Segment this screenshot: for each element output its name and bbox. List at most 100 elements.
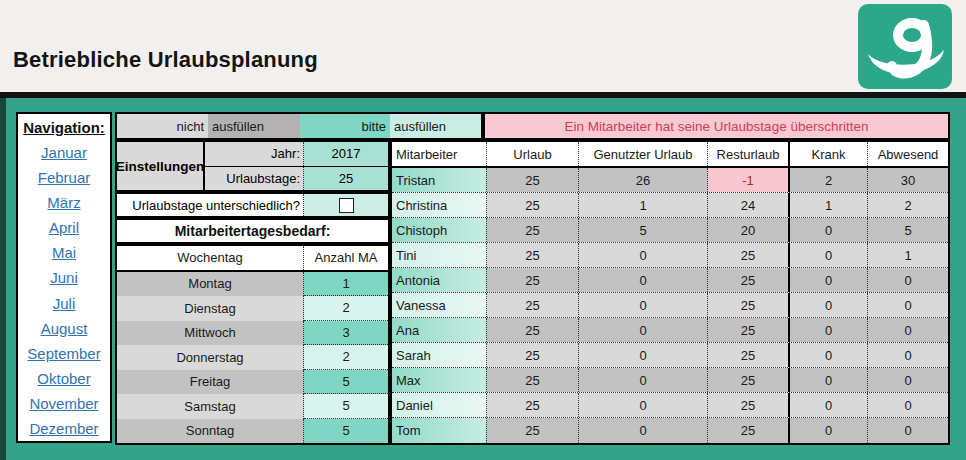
- urlaub-cell: 25: [487, 318, 579, 342]
- settings-row-jahr: Jahr: 2017: [205, 142, 388, 166]
- jahr-input[interactable]: 2017: [304, 142, 388, 166]
- krank-cell: 0: [788, 318, 868, 342]
- nav-link-november[interactable]: November: [18, 391, 110, 416]
- employee-name-cell[interactable]: Tom: [392, 418, 487, 443]
- nav-link-dezember[interactable]: Dezember: [18, 416, 110, 441]
- employee-name-cell[interactable]: Daniel: [392, 393, 487, 417]
- employee-row-tom: Tom 25 0 25 0 0: [392, 418, 948, 443]
- employee-name-cell[interactable]: Tristan: [392, 168, 487, 192]
- resturlaub-cell: 25: [708, 243, 788, 267]
- nav-link-mai[interactable]: Mai: [18, 240, 110, 265]
- krank-cell: 0: [788, 243, 868, 267]
- resturlaub-cell: 25: [708, 393, 788, 417]
- abwesend-cell: 0: [868, 268, 948, 292]
- employee-row-sarah: Sarah 25 0 25 0 0: [392, 343, 948, 368]
- nav-link-april[interactable]: April: [18, 215, 110, 240]
- employee-name-cell[interactable]: Ana: [392, 318, 487, 342]
- daily-need-heading: Mitarbeitertagesbedarf:: [115, 218, 390, 244]
- page-title: Betriebliche Urlaubsplanung: [13, 47, 318, 73]
- employee-row-chistoph: Chistoph 25 5 20 0 5: [392, 218, 948, 243]
- col-mitarbeiter: Mitarbeiter: [392, 142, 487, 166]
- genutzt-cell: 5: [579, 218, 708, 242]
- col-abwesend: Abwesend: [868, 142, 948, 166]
- genutzt-cell: 0: [579, 368, 708, 392]
- resturlaub-cell: 25: [708, 418, 788, 443]
- count-input[interactable]: 5: [304, 394, 388, 419]
- settings-group-label: Einstellungen: [117, 142, 205, 190]
- abwesend-cell: 1: [868, 243, 948, 267]
- nav-link-juli[interactable]: Juli: [18, 290, 110, 315]
- employee-row-daniel: Daniel 25 0 25 0 0: [392, 393, 948, 418]
- krank-cell: 2: [788, 168, 868, 192]
- count-input[interactable]: 5: [304, 370, 388, 395]
- count-input[interactable]: 2: [304, 345, 388, 370]
- col-genutzter-urlaub: Genutzter Urlaub: [579, 142, 708, 166]
- navigation-panel: Navigation: Januar Februar März April Ma…: [16, 112, 112, 443]
- legend-ausfuellen-gray: ausfüllen: [208, 114, 300, 138]
- jahr-label: Jahr:: [205, 142, 304, 166]
- urlaubstage-input[interactable]: 25: [304, 167, 388, 191]
- nav-link-juni[interactable]: Juni: [18, 265, 110, 290]
- genutzt-cell: 0: [579, 418, 708, 443]
- legend-nicht: nicht: [117, 114, 208, 138]
- abwesend-cell: 0: [868, 293, 948, 317]
- resturlaub-cell: 25: [708, 343, 788, 367]
- abwesend-cell: 0: [868, 368, 948, 392]
- employee-name-cell[interactable]: Christina: [392, 193, 487, 217]
- urlaub-cell: 25: [487, 193, 579, 217]
- table-row-freitag: Freitag 5: [117, 370, 388, 395]
- employee-name-cell[interactable]: Chistoph: [392, 218, 487, 242]
- urlaub-cell: 25: [487, 293, 579, 317]
- table-row-sonntag: Sonntag 5: [117, 419, 388, 444]
- krank-cell: 1: [788, 193, 868, 217]
- krank-cell: 0: [788, 268, 868, 292]
- abwesend-cell: 5: [868, 218, 948, 242]
- page-header: Betriebliche Urlaubsplanung: [0, 0, 966, 98]
- count-input[interactable]: 5: [304, 419, 388, 444]
- employee-name-cell[interactable]: Max: [392, 368, 487, 392]
- table-row-mittwoch: Mittwoch 3: [117, 321, 388, 346]
- col-anzahl-ma: Anzahl MA: [304, 246, 388, 270]
- employee-name-cell[interactable]: Tini: [392, 243, 487, 267]
- employee-header-row: Mitarbeiter Urlaub Genutzter Urlaub Rest…: [392, 142, 948, 168]
- resturlaub-cell-negative: -1: [708, 168, 788, 192]
- daily-need-header-row: Wochentag Anzahl MA: [117, 246, 388, 272]
- resturlaub-cell: 25: [708, 318, 788, 342]
- settings-block: Einstellungen Jahr: 2017 Urlaubstage: 25: [115, 140, 390, 192]
- abwesend-cell: 0: [868, 343, 948, 367]
- different-vacation-cell: [304, 194, 388, 216]
- urlaub-cell: 25: [487, 343, 579, 367]
- krank-cell: 0: [788, 393, 868, 417]
- nav-link-september[interactable]: September: [18, 341, 110, 366]
- left-edge-shadow: [0, 98, 6, 460]
- urlaub-cell: 25: [487, 393, 579, 417]
- genutzt-cell: 0: [579, 268, 708, 292]
- different-vacation-checkbox[interactable]: [339, 198, 354, 213]
- abwesend-cell: 0: [868, 418, 948, 443]
- nav-link-januar[interactable]: Januar: [18, 140, 110, 165]
- krank-cell: 0: [788, 343, 868, 367]
- count-input[interactable]: 3: [304, 321, 388, 346]
- abwesend-cell: 30: [868, 168, 948, 192]
- employee-row-ana: Ana 25 0 25 0 0: [392, 318, 948, 343]
- employee-name-cell[interactable]: Vanessa: [392, 293, 487, 317]
- genutzt-cell: 26: [579, 168, 708, 192]
- employee-row-tini: Tini 25 0 25 0 1: [392, 243, 948, 268]
- legend-bitte: bitte: [300, 114, 390, 138]
- day-label: Samstag: [117, 394, 304, 419]
- genutzt-cell: 0: [579, 393, 708, 417]
- count-input[interactable]: 2: [304, 296, 388, 321]
- nav-link-oktober[interactable]: Oktober: [18, 366, 110, 391]
- nav-link-maerz[interactable]: März: [18, 190, 110, 215]
- urlaub-cell: 25: [487, 268, 579, 292]
- worksheet-area: Navigation: Januar Februar März April Ma…: [0, 98, 966, 460]
- krank-cell: 0: [788, 218, 868, 242]
- employee-name-cell[interactable]: Antonia: [392, 268, 487, 292]
- urlaub-cell: 25: [487, 168, 579, 192]
- brand-logo-icon: [858, 4, 952, 89]
- nav-link-februar[interactable]: Februar: [18, 165, 110, 190]
- overdraft-warning-banner: Ein Mitarbeiter hat seine Urlaubstage üb…: [483, 112, 950, 140]
- employee-name-cell[interactable]: Sarah: [392, 343, 487, 367]
- count-input[interactable]: 1: [304, 272, 388, 297]
- nav-link-august[interactable]: August: [18, 316, 110, 341]
